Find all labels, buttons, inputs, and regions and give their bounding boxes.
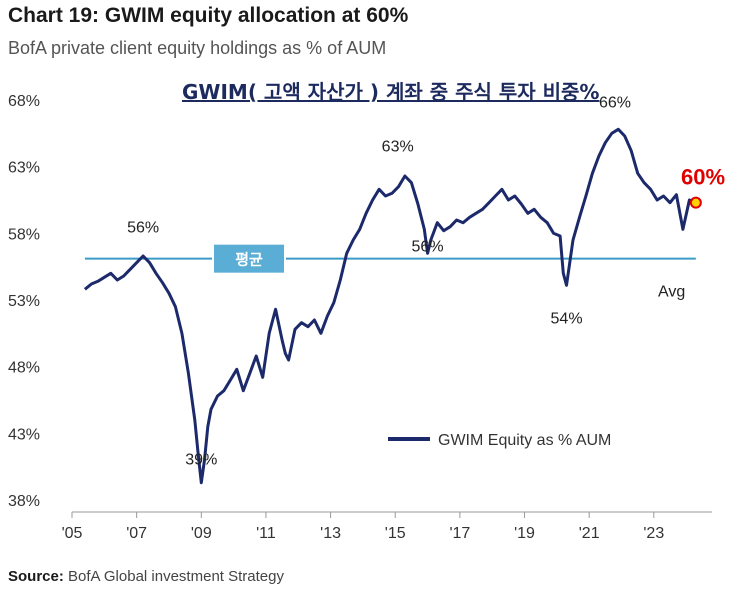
average-badge: [212, 242, 286, 275]
legend-label: GWIM Equity as % AUM: [438, 432, 611, 449]
x-tick-label: '05: [62, 525, 83, 542]
peak-trough-label: 63%: [382, 138, 414, 155]
korean-caption: GWIM( 고액 자산가 ) 계좌 중 주식 투자 비중%: [182, 80, 600, 104]
x-tick-label: '23: [643, 525, 664, 542]
source-label: Source:: [8, 568, 64, 585]
y-tick-label: 38%: [8, 493, 40, 510]
y-tick-label: 43%: [8, 426, 40, 443]
x-tick-label: '11: [256, 525, 276, 542]
y-tick-label: 68%: [8, 93, 40, 110]
x-tick-label: '09: [191, 525, 212, 542]
x-tick-label: '13: [320, 525, 341, 542]
peak-trough-label: 66%: [599, 94, 631, 111]
legend: GWIM Equity as % AUM: [388, 432, 611, 449]
source-note: Source: BofA Global investment Strategy: [8, 568, 284, 585]
latest-value-label: 60%: [681, 165, 725, 190]
x-tick-label: '21: [579, 525, 600, 542]
peak-trough-label: 54%: [551, 310, 583, 327]
y-tick-label: 63%: [8, 160, 40, 177]
x-tick-label: '07: [126, 525, 147, 542]
chart-title: Chart 19: GWIM equity allocation at 60%: [8, 4, 409, 27]
x-tick-label: '19: [514, 525, 535, 542]
annotations: Avg 56% 39% 63% 56% 54% 66% 60%: [127, 94, 725, 468]
peak-trough-label: 39%: [185, 452, 217, 469]
source-text: BofA Global investment Strategy: [68, 568, 284, 585]
axes: 68% 63% 58% 53% 48% 43% 38% '05 '07 '09 '11 '13 '15 '…: [8, 93, 712, 542]
y-tick-label: 53%: [8, 293, 40, 310]
average-badge-label: 평균: [235, 251, 263, 269]
peak-trough-label: 56%: [412, 238, 444, 255]
peak-trough-label: 56%: [127, 220, 159, 237]
chart-subtitle: BofA private client equity holdings as %…: [8, 38, 387, 58]
x-tick-label: '17: [449, 525, 470, 542]
plot-area: 평균: [83, 127, 702, 485]
series-line-gwim: [83, 127, 697, 485]
x-tick-label: '15: [385, 525, 406, 542]
y-tick-label: 58%: [8, 226, 40, 243]
latest-point-marker: [689, 196, 702, 209]
average-label: Avg: [658, 284, 685, 301]
y-tick-label: 48%: [8, 360, 40, 377]
